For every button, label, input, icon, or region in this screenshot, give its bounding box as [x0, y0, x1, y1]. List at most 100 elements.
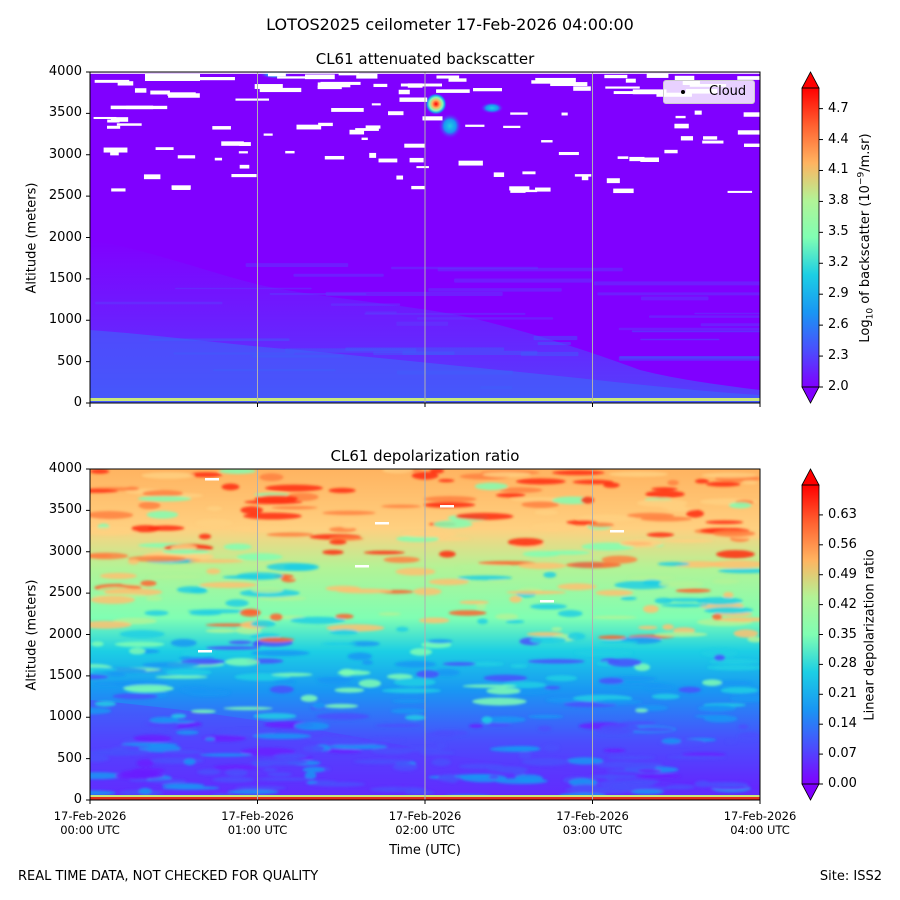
depolarization-streak	[90, 620, 132, 629]
missing-data-gap	[110, 151, 119, 156]
depolarization-streak	[531, 523, 574, 532]
missing-data-gap	[239, 142, 251, 146]
depolarization-streak	[654, 631, 708, 637]
depolarization-streak	[327, 749, 362, 754]
backscatter-stratification-streak	[389, 395, 540, 399]
colorbar-tick-label: 3.8	[828, 193, 849, 209]
backscatter-stratification-streak	[694, 312, 760, 315]
depolarization-streak	[316, 712, 370, 720]
depolarization-streak	[140, 580, 157, 587]
cloud-core-low	[438, 113, 462, 139]
depolarization-streak	[594, 728, 635, 735]
backscatter-stratification-streak	[175, 287, 312, 290]
depolarization-streak	[600, 640, 639, 644]
depolarization-streak	[603, 482, 620, 488]
depolarization-streak	[581, 542, 635, 551]
missing-data-gap	[605, 86, 640, 89]
depolarization-streak	[259, 596, 307, 601]
colorbar-tick-label: 0.42	[828, 596, 857, 612]
backscatter-stratification-streak	[597, 292, 760, 296]
depolarization-panel-title: CL61 depolarization ratio	[330, 447, 520, 465]
missing-data-gap	[517, 189, 538, 193]
missing-data-gap	[304, 74, 335, 80]
depolarization-streak	[341, 523, 356, 529]
depolarization-streak	[472, 697, 527, 706]
depolarization-streak	[537, 725, 552, 732]
depolarization-streak	[521, 757, 570, 766]
depolarization-streak	[433, 520, 473, 529]
depolarization-streak	[171, 713, 187, 719]
depolarization-streak	[733, 629, 759, 638]
depolarization-streak	[577, 514, 635, 523]
backscatter-stratification-streak	[148, 338, 290, 342]
depolarization-streak	[224, 658, 260, 666]
depolarization-streak	[121, 742, 179, 747]
depolarization-streak	[358, 679, 382, 688]
missing-data-gap	[145, 74, 200, 81]
missing-data-gap	[168, 93, 200, 98]
missing-data-gap	[94, 79, 130, 83]
depolarization-streak	[747, 636, 760, 643]
backscatter-stratification-streak	[402, 350, 538, 356]
backscatter-stratification-streak	[269, 292, 367, 296]
depolarization-streak	[436, 742, 447, 749]
cloud-core-right	[480, 102, 504, 114]
missing-data-gap	[356, 73, 378, 79]
depolarization-streak	[423, 496, 477, 503]
missing-data-gap	[398, 89, 410, 95]
depolarization-streak	[322, 549, 344, 555]
depolarization-streak	[91, 681, 145, 687]
missing-data-gap	[535, 187, 551, 192]
missing-data-gap	[503, 125, 521, 129]
depolarization-streak	[150, 757, 204, 764]
depolarization-streak	[622, 764, 657, 770]
depolarization-streak	[607, 658, 642, 667]
missing-data-gap	[509, 186, 530, 191]
backscatter-stratification-streak	[700, 323, 760, 327]
depolarization-streak	[566, 757, 604, 765]
depolarization-streak	[534, 509, 559, 516]
depolarization-streak	[543, 571, 557, 578]
colorbar-tick-label: 4.4	[828, 131, 849, 147]
colorbar-tick-label: 2.3	[828, 348, 849, 364]
missing-data-gap	[613, 188, 634, 194]
x-tick-label: 17-Feb-2026 04:00 UTC	[705, 809, 815, 837]
depolarization-streak	[742, 480, 758, 485]
missing-data-gap	[561, 112, 568, 116]
depolarization-streak	[137, 495, 192, 502]
depolarization-streak	[495, 613, 519, 620]
depolarization-streak	[567, 632, 586, 641]
depolarization-streak	[661, 603, 709, 608]
depolarization-streak	[218, 469, 256, 475]
x-tick-time: 03:00 UTC	[562, 823, 623, 837]
backscatter-stratification-streak	[480, 385, 513, 390]
depolarization-streak	[712, 578, 740, 584]
depolarization-streak	[90, 674, 109, 680]
depolarization-streak	[402, 530, 457, 538]
missing-data-gap	[212, 126, 231, 130]
depolarization-streak	[90, 667, 118, 672]
depolarization-colorbar	[801, 468, 820, 801]
depolarization-streak	[469, 661, 505, 667]
depolarization-streak	[711, 613, 723, 621]
depolarization-streak	[128, 559, 140, 565]
depolarization-streak	[393, 678, 436, 687]
depolarization-streak	[324, 703, 359, 709]
missing-data-gap	[371, 103, 381, 106]
missing-data-gap	[737, 130, 760, 135]
missing-data-gap	[107, 119, 120, 123]
backscatter-heatmap	[90, 72, 760, 403]
colorbar-extend-min-arrow	[801, 783, 820, 801]
depolarization-streak	[339, 668, 355, 677]
missing-data-gap	[338, 73, 360, 76]
depolarization-streak	[363, 550, 405, 555]
missing-data-gap	[155, 147, 174, 150]
y-tick-label: 2500	[48, 188, 82, 204]
missing-data-gap	[205, 478, 219, 481]
depolarization-streak	[188, 559, 244, 563]
depolarization-streak	[654, 597, 673, 604]
depolarization-streak	[474, 482, 508, 491]
depolarization-streak	[637, 499, 688, 508]
depolarization-streak	[723, 591, 734, 599]
backscatter-stratification-streak	[537, 341, 571, 346]
